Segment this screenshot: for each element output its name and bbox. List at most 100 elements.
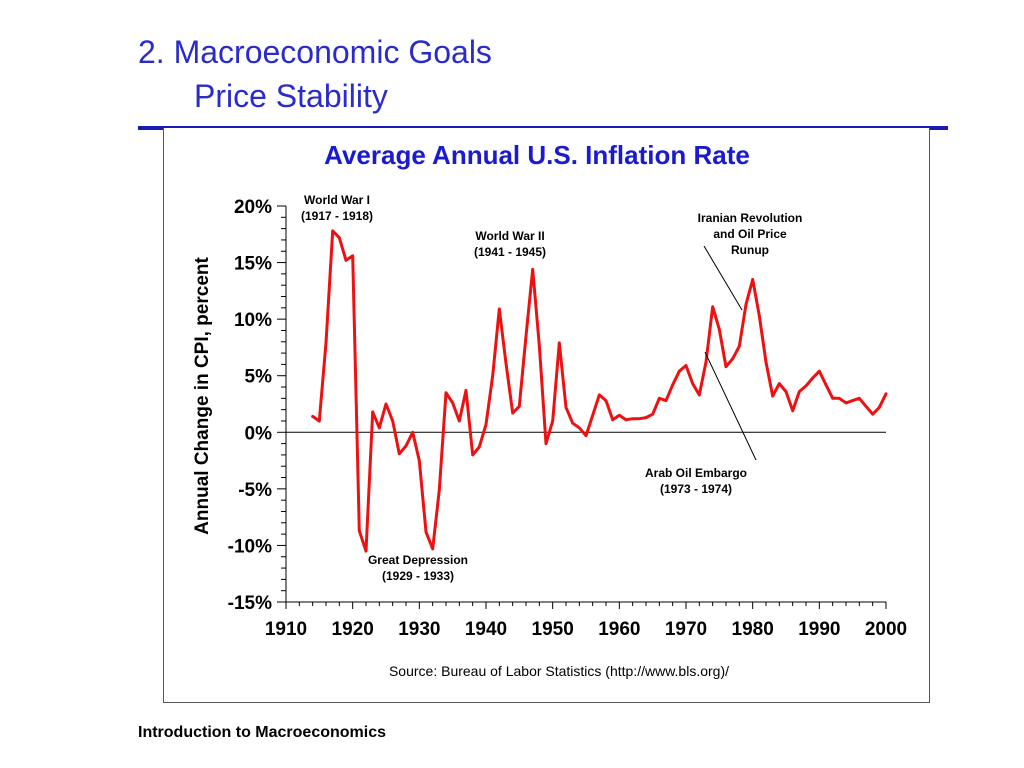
data-point [791,409,794,413]
data-point [851,399,854,402]
data-point [824,383,828,387]
x-tick-label: 1980 [732,619,774,640]
data-point [464,389,468,392]
data-point [691,382,694,385]
data-point [831,397,834,400]
data-point [698,393,701,397]
x-tick-label: 1940 [465,619,507,640]
data-point [658,397,661,400]
x-tick-label: 1910 [265,619,307,640]
data-point [378,426,381,430]
data-point [758,314,761,318]
annotation-iran-line1: Iranian Revolution [698,211,803,225]
data-point [398,452,401,456]
data-point [724,365,728,368]
data-point [531,268,534,271]
data-point [711,305,714,308]
inflation-chart: Average Annual U.S. Inflation Rate Annua… [192,140,908,679]
y-tick-label: -10% [228,536,272,557]
data-point [798,390,801,393]
data-point [384,402,388,406]
annotation-iran-line2: and Oil Price [713,227,787,241]
x-tick-label: 1920 [332,619,374,640]
data-point [451,401,454,405]
data-point [871,412,874,416]
x-tick-label: 1950 [532,619,574,640]
data-point [498,307,501,311]
data-point [678,369,681,373]
x-tick-label: 2000 [865,619,907,640]
data-point [524,334,528,338]
data-point [511,411,514,415]
data-point [324,341,328,345]
data-point [804,384,808,388]
data-point [784,390,788,393]
annotation-depression-line2: (1929 - 1933) [382,569,454,583]
axes: 20% 15% 10% 5% 0% -5% -10% -15% 1910 1920 1930 1940… [228,197,908,640]
data-point [538,343,541,347]
data-point [671,383,674,387]
data-point [704,360,708,364]
data-point [731,357,734,361]
iran-leader-line [703,245,743,311]
data-point [604,399,608,402]
x-tick-label: 1930 [398,619,440,640]
data-point [311,415,314,418]
y-tick-label: -5% [238,480,272,501]
data-point [371,410,374,414]
data-point [864,404,868,408]
data-point [811,376,814,380]
data-point [491,374,494,378]
data-point [664,399,668,402]
x-tick-label: 1960 [598,619,640,640]
annotation-ww2-line2: (1941 - 1945) [474,245,546,259]
data-point [884,392,888,396]
data-point [858,397,861,400]
y-tick-label: 10% [234,310,272,331]
data-point [458,419,461,423]
annotation-depression-line1: Great Depression [368,553,468,567]
data-point [598,393,601,397]
data-point [358,529,361,533]
data-point [844,401,848,405]
x-tick-label: 1990 [798,619,840,640]
data-point [471,453,474,457]
data-point [684,364,688,367]
data-point [718,328,721,331]
data-point [644,416,648,419]
data-point [518,404,521,408]
chart-frame: Average Annual U.S. Inflation Rate Annua… [163,128,930,703]
x-tick-label: 1970 [665,619,707,640]
data-point [744,303,748,306]
data-point [478,445,481,449]
y-axis-label: Annual Change in CPI, percent [192,257,213,535]
data-point [404,444,408,448]
footer-text: Introduction to Macroeconomics [138,724,387,741]
y-tick-label: 20% [234,197,272,218]
annotation-arab-line1: Arab Oil Embargo [645,466,747,480]
y-tick-label: 0% [245,423,273,444]
data-point [331,229,334,233]
data-point [591,414,594,417]
y-tick-label: 15% [234,254,272,275]
data-point [364,549,368,553]
data-point [764,360,768,364]
data-point [638,417,641,421]
data-point [771,394,774,398]
slide-title-line1: 2. Macroeconomic Goals [138,34,492,70]
annotation-arab-line2: (1973 - 1974) [660,482,732,496]
data-point [611,418,614,422]
data-point [438,488,441,492]
data-point [631,417,634,421]
data-point [878,406,881,409]
data-point [424,530,428,534]
slide-title: 2. Macroeconomic Goals Price Stability [138,30,492,118]
series-group [311,229,888,553]
y-tick-label: -15% [228,593,272,614]
data-point [571,421,574,425]
data-point [558,341,561,345]
slide-title-line2: Price Stability [194,78,388,114]
annotations: World War I (1917 - 1918) World War II (194… [301,193,802,583]
annotation-iran-line3: Runup [731,243,769,257]
arab-leader-line [704,351,757,461]
